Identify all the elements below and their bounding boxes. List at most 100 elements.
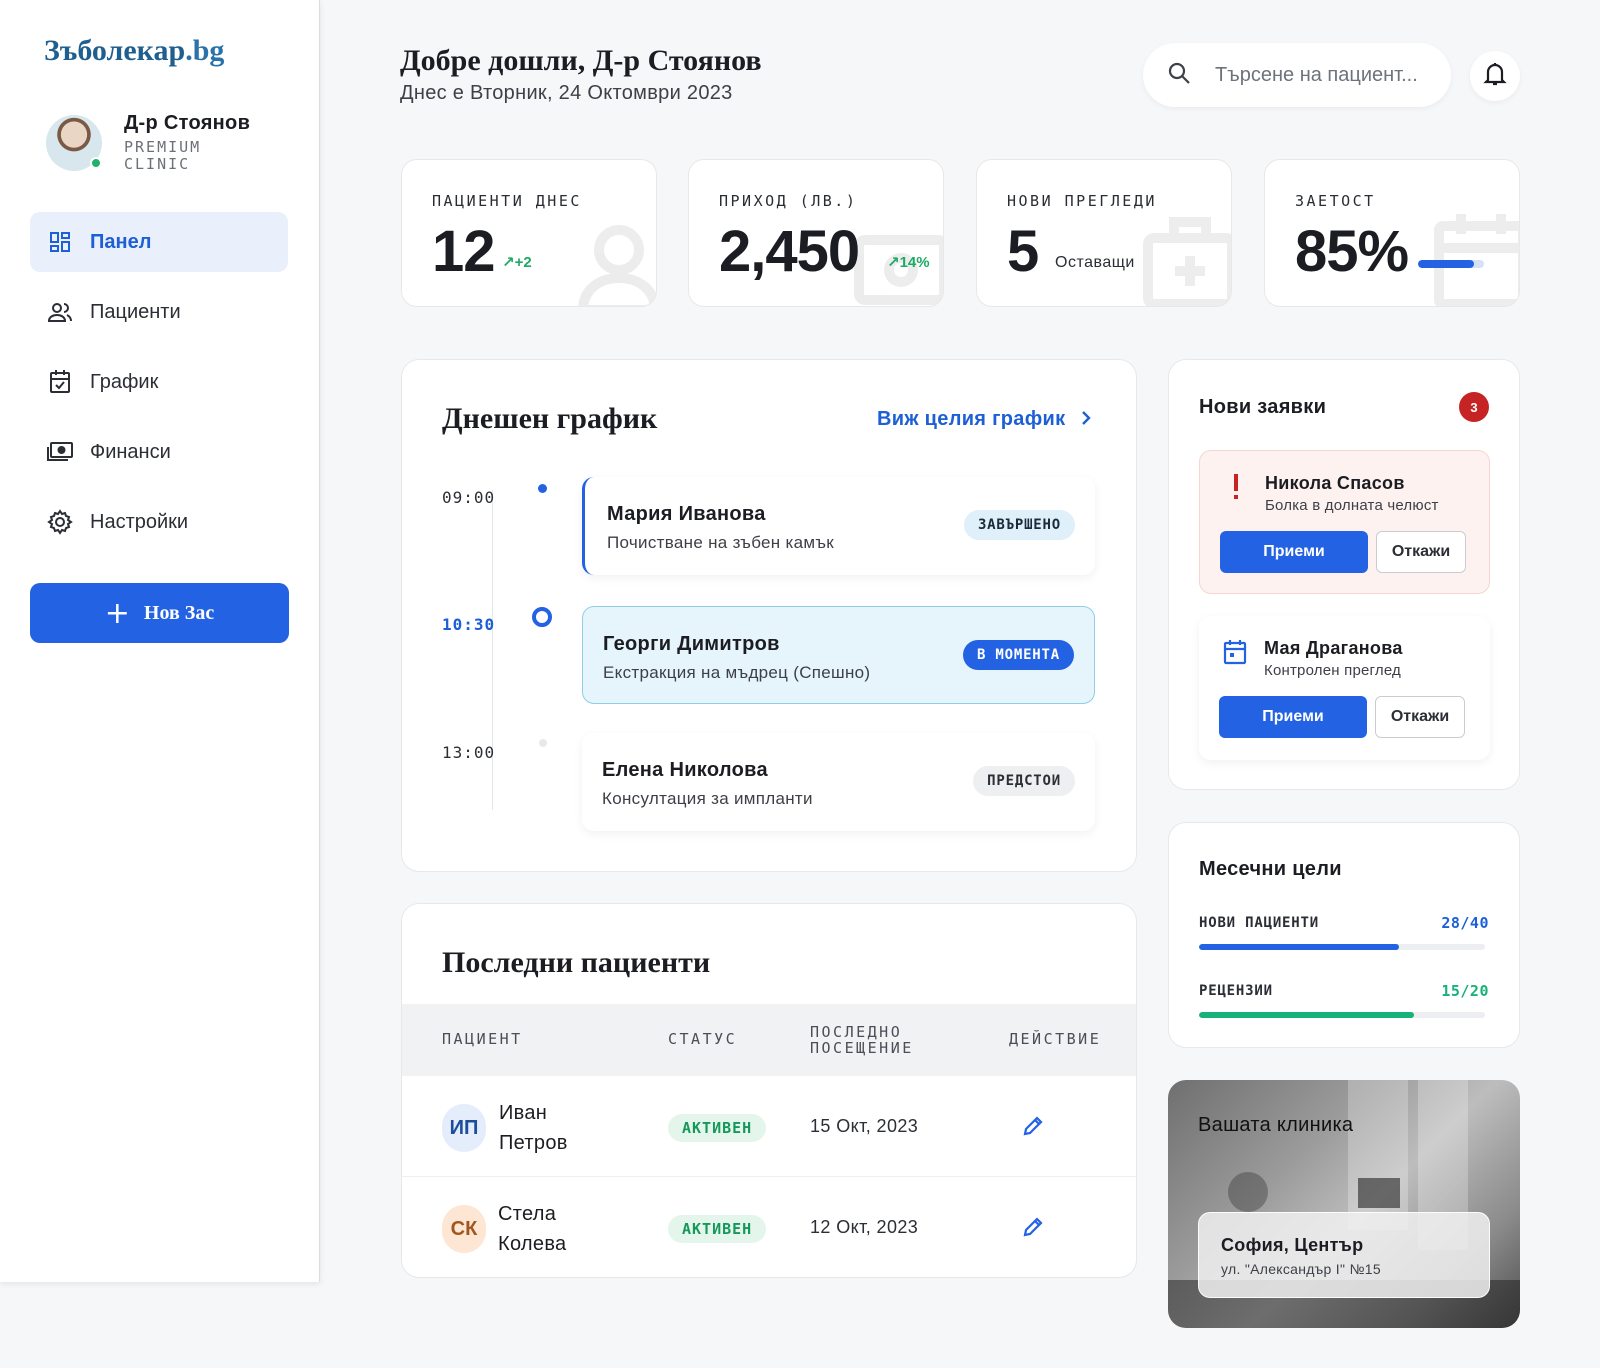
bell-icon bbox=[1483, 61, 1507, 92]
view-all-label: Виж целия график bbox=[877, 408, 1066, 430]
calendar-icon bbox=[1223, 638, 1247, 666]
online-status-dot bbox=[90, 156, 102, 169]
appointment-procedure: Екстракция на мъдрец (Спешно) bbox=[603, 663, 871, 682]
appointment-procedure: Консултация за импланти bbox=[602, 789, 813, 808]
accept-button[interactable]: Приеми bbox=[1219, 696, 1367, 738]
goals-title: Месечни цели bbox=[1199, 858, 1342, 880]
trend-up-icon: ↗ bbox=[887, 254, 900, 271]
goal-progress-bar bbox=[1199, 1012, 1485, 1018]
stat-card-patients-today: ПАЦИЕНТИ ДНЕС 12 ↗+2 bbox=[401, 159, 657, 307]
patient-first-name: Иван bbox=[499, 1102, 548, 1124]
reject-button[interactable]: Откажи bbox=[1375, 696, 1465, 738]
stat-label: ЗАЕТОСТ bbox=[1295, 192, 1376, 210]
time-label: 13:00 bbox=[442, 743, 496, 762]
user-icon bbox=[577, 222, 656, 306]
requests-count-badge: 3 bbox=[1459, 392, 1489, 422]
clinic-photo-lamp bbox=[1228, 1172, 1268, 1212]
avatar bbox=[46, 114, 102, 171]
goal-label: НОВИ ПАЦИЕНТИ bbox=[1199, 915, 1319, 931]
stat-value: 12 bbox=[432, 219, 496, 284]
view-all-schedule-link[interactable]: Виж целия график bbox=[877, 408, 1091, 431]
reject-button[interactable]: Откажи bbox=[1376, 531, 1466, 573]
request-card: Мая Драганова Контролен преглед Приеми О… bbox=[1199, 616, 1490, 760]
stat-trend-value: +2 bbox=[514, 254, 532, 271]
notifications-button[interactable] bbox=[1470, 51, 1520, 101]
status-badge: ЗАВЪРШЕНО bbox=[963, 510, 1075, 540]
sidebar-nav: Панел Пациенти График Финанси Настройки bbox=[30, 212, 288, 562]
goal-progress-fill bbox=[1199, 944, 1400, 950]
user-profile[interactable]: Д-р Стоянов PREMIUM CLINIC bbox=[46, 112, 250, 173]
stat-label: НОВИ ПРЕГЛЕДИ bbox=[1007, 192, 1157, 210]
table-row[interactable]: ИП Иван Петров АКТИВЕН 15 Окт, 2023 bbox=[402, 1076, 1136, 1177]
money-icon bbox=[849, 230, 943, 306]
edit-button[interactable] bbox=[1019, 1215, 1047, 1243]
stat-sub: Оставащи bbox=[1055, 254, 1135, 271]
column-header: ПАЦИЕНТ bbox=[442, 1030, 523, 1048]
appointment-card[interactable]: Георги Димитров Екстракция на мъдрец (Сп… bbox=[582, 606, 1095, 704]
time-label: 10:30 bbox=[442, 615, 496, 634]
timeline-dot bbox=[538, 484, 547, 493]
clinic-city: София, Център bbox=[1221, 1235, 1364, 1255]
goal-progress-fill bbox=[1199, 1012, 1414, 1018]
stat-value: 5 bbox=[1007, 219, 1039, 284]
today-schedule-panel: Днешен график Виж целия график 09:00 Мар… bbox=[401, 359, 1137, 872]
patient-last-name: Колева bbox=[498, 1233, 567, 1255]
recent-patients-panel: Последни пациенти ПАЦИЕНТ СТАТУС ПОСЛЕДН… bbox=[401, 903, 1137, 1278]
new-appointment-label: Нов Зас bbox=[143, 601, 215, 624]
occupancy-progress-bar bbox=[1418, 260, 1484, 268]
money-icon bbox=[46, 438, 74, 466]
goal-label: РЕЦЕНЗИИ bbox=[1199, 983, 1273, 999]
patient-name: Стела Колева bbox=[498, 1199, 566, 1259]
chevron-right-icon bbox=[1081, 408, 1091, 430]
clinic-card[interactable]: Вашата клиника София, Център ул. "Алекса… bbox=[1168, 1080, 1520, 1328]
sidebar-item-dashboard[interactable]: Панел bbox=[30, 212, 288, 272]
profile-role: PREMIUM CLINIC bbox=[124, 138, 202, 173]
request-patient: Никола Спасов bbox=[1265, 473, 1405, 493]
last-visit: 12 Окт, 2023 bbox=[810, 1217, 919, 1237]
sidebar-item-finance[interactable]: Финанси bbox=[30, 422, 288, 482]
page-title: Добре дошли, Д-р Стоянов bbox=[400, 44, 762, 77]
search-icon bbox=[1167, 61, 1191, 90]
search-bar bbox=[1143, 43, 1451, 107]
monthly-goals-panel: Месечни цели НОВИ ПАЦИЕНТИ 28/40 РЕЦЕНЗИ… bbox=[1168, 822, 1520, 1048]
goal-value: 15/20 bbox=[1441, 982, 1489, 1000]
sidebar-item-settings[interactable]: Настройки bbox=[30, 492, 288, 552]
stat-trend-value: 14% bbox=[899, 254, 930, 271]
status-badge: В МОМЕНТА bbox=[962, 640, 1074, 670]
profile-name: Д-р Стоянов bbox=[124, 112, 251, 134]
appointment-card[interactable]: Мария Иванова Почистване на зъбен камък … bbox=[582, 477, 1095, 575]
stat-trend: ↗+2 bbox=[502, 253, 532, 271]
new-appointment-button[interactable]: + Нов Зас bbox=[30, 583, 289, 643]
users-icon bbox=[46, 298, 74, 326]
sidebar-item-label: Пациенти bbox=[90, 300, 181, 323]
search-input[interactable] bbox=[1215, 63, 1435, 87]
appointment-patient: Елена Николова bbox=[602, 759, 768, 781]
stat-value: 85% bbox=[1295, 219, 1409, 284]
request-reason: Болка в долната челюст bbox=[1265, 497, 1439, 514]
edit-button[interactable] bbox=[1019, 1114, 1047, 1142]
column-header: ДЕЙСТВИЕ bbox=[1009, 1030, 1102, 1048]
patient-last-name: Петров bbox=[499, 1132, 568, 1154]
column-header: СТАТУС bbox=[668, 1030, 738, 1048]
app-logo[interactable]: Зъболекар.bg bbox=[44, 34, 224, 68]
timeline-line bbox=[492, 490, 493, 810]
accept-button[interactable]: Приеми bbox=[1220, 531, 1368, 573]
sidebar-item-label: График bbox=[90, 370, 159, 393]
gear-icon bbox=[46, 508, 74, 536]
clinic-photo-monitor bbox=[1358, 1178, 1400, 1208]
sidebar-item-schedule[interactable]: График bbox=[30, 352, 288, 412]
request-card: Никола Спасов Болка в долната челюст При… bbox=[1199, 450, 1490, 594]
requests-title: Нови заявки bbox=[1199, 396, 1327, 418]
appointment-patient: Георги Димитров bbox=[603, 633, 780, 655]
stat-label: ПАЦИЕНТИ ДНЕС bbox=[432, 192, 582, 210]
table-header: ПАЦИЕНТ СТАТУС ПОСЛЕДНО ПОСЕЩЕНИЕ ДЕЙСТВ… bbox=[402, 1004, 1136, 1076]
appointment-card[interactable]: Елена Николова Консултация за импланти П… bbox=[582, 733, 1095, 831]
status-badge: АКТИВЕН bbox=[668, 1215, 767, 1243]
table-row[interactable]: СК Стела Колева АКТИВЕН 12 Окт, 2023 bbox=[402, 1177, 1136, 1277]
sidebar-item-patients[interactable]: Пациенти bbox=[30, 282, 288, 342]
stat-label: ПРИХОД (ЛВ.) bbox=[719, 192, 858, 210]
pencil-icon bbox=[1021, 1114, 1045, 1143]
occupancy-progress-fill bbox=[1418, 260, 1475, 268]
patient-initials: СК bbox=[442, 1205, 486, 1253]
column-header: ПОСЛЕДНО ПОСЕЩЕНИЕ bbox=[810, 1023, 914, 1057]
